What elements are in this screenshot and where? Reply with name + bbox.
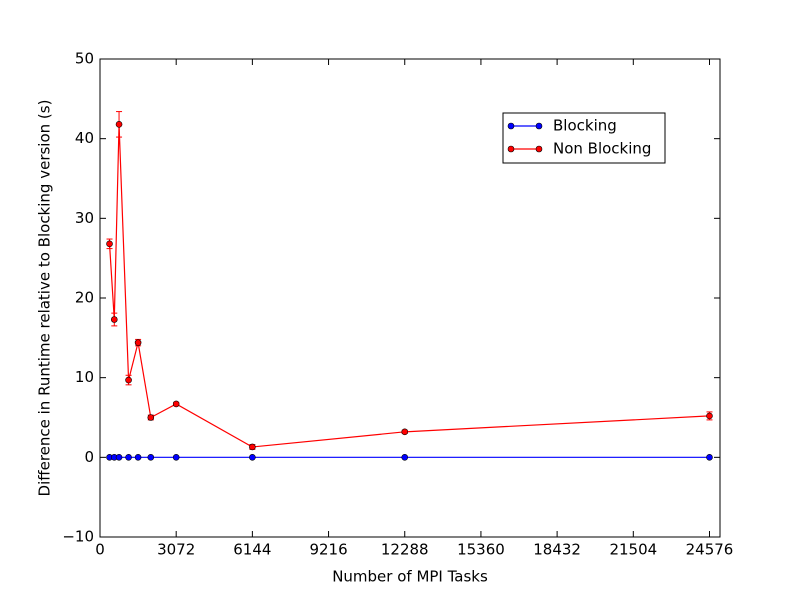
x-axis-label: Number of MPI Tasks (332, 568, 488, 586)
legend-label: Blocking (553, 117, 617, 135)
legend-label: Non Blocking (553, 140, 651, 158)
x-tick-label: 9216 (309, 541, 347, 559)
y-tick-label: 30 (75, 209, 94, 227)
x-tick-label: 6144 (233, 541, 271, 559)
data-point (249, 443, 256, 451)
y-axis-label: Difference in Runtime relative to Blocki… (36, 100, 54, 497)
x-tick-label: 21504 (609, 541, 657, 559)
data-point (147, 414, 155, 421)
x-tick-label: 3072 (157, 541, 195, 559)
data-point (134, 454, 142, 461)
data-point (147, 454, 155, 461)
y-tick-label: 20 (75, 289, 94, 307)
data-point (134, 339, 142, 346)
data-point (172, 400, 180, 408)
legend-box (502, 112, 666, 164)
y-tick-label: 50 (75, 50, 94, 68)
y-tick-label: 0 (84, 448, 94, 466)
data-point (706, 454, 713, 461)
data-point (401, 428, 409, 436)
data-point (706, 412, 713, 420)
x-tick-label: 0 (95, 541, 105, 559)
data-point (125, 376, 132, 384)
data-point (125, 454, 132, 461)
data-point (115, 121, 123, 128)
y-tick-label: −10 (62, 528, 94, 546)
x-tick-label: 24576 (686, 541, 734, 559)
data-point (172, 454, 180, 461)
legend-marker (507, 122, 515, 130)
y-tick-label: 10 (75, 368, 94, 386)
data-point (110, 316, 118, 323)
series-line (108, 124, 710, 448)
plot-frame (99, 58, 721, 538)
x-tick-label: 12288 (381, 541, 429, 559)
y-tick-label: 40 (75, 129, 94, 147)
data-point (115, 454, 123, 461)
data-point (106, 240, 113, 248)
x-tick-label: 18432 (533, 541, 581, 559)
data-point (401, 454, 409, 461)
legend-marker (507, 145, 515, 153)
legend-marker (535, 145, 543, 153)
legend-marker (535, 122, 543, 130)
data-point (249, 454, 256, 461)
x-tick-label: 15360 (457, 541, 505, 559)
